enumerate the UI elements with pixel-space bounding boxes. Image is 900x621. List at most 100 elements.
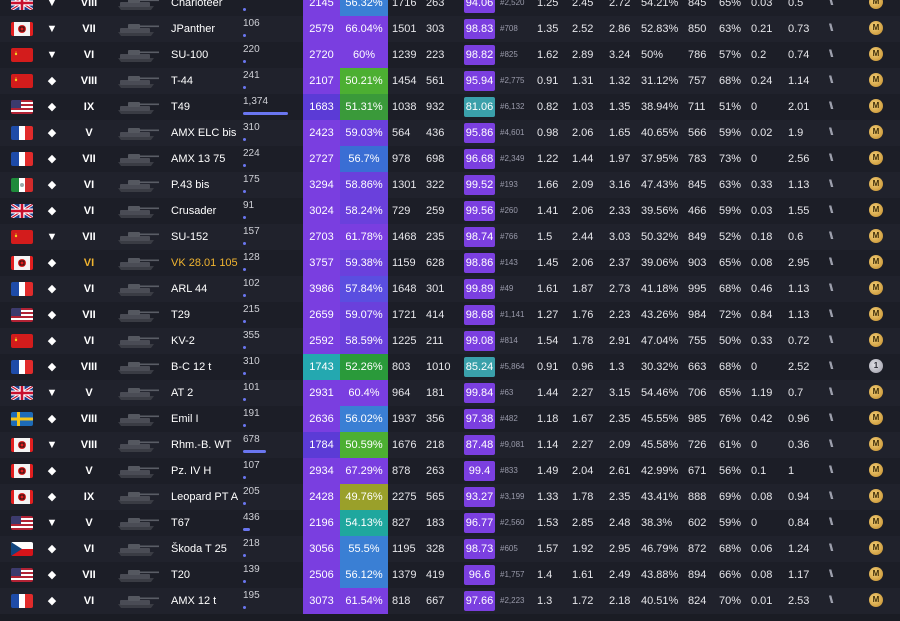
rank-position: #193 bbox=[500, 180, 518, 189]
kills-ratio: 1.44 bbox=[537, 387, 559, 399]
table-row[interactable]: ◆ V AMX ELC bis 564 436 #4,601 0.98 2.06 1.65 40.… bbox=[0, 120, 900, 146]
it-flag-icon bbox=[11, 178, 33, 192]
wn8-rating: 1784 bbox=[303, 432, 340, 458]
heavy-tank-icon: ◆ bbox=[47, 361, 57, 373]
tank-name[interactable]: T29 bbox=[171, 309, 190, 321]
heavy-tank-icon: ◆ bbox=[47, 257, 57, 269]
table-row[interactable]: ◆ VIII B-C 12 t 803 1010 #5,864 0.91 0.96 1.3 30.… bbox=[0, 354, 900, 380]
mastery-badge-icon: M bbox=[869, 203, 883, 217]
tank-name[interactable]: AMX 13 75 bbox=[171, 153, 226, 165]
tank-name[interactable]: Leopard PT A bbox=[171, 491, 239, 503]
cap-points: 0.24 bbox=[751, 75, 773, 87]
table-row[interactable]: ▼ V T67 827 183 #2,560 1.53 2.85 2.48 38.3% 602 59%… bbox=[0, 510, 900, 536]
survival-rate: 52.83% bbox=[641, 23, 679, 35]
avg-xp: 850 bbox=[688, 23, 707, 35]
tank-name[interactable]: AT 2 bbox=[171, 387, 194, 399]
table-row[interactable]: ◆ VIII T-44 1454 561 #2,775 0.91 1.31 1.32 31.12%… bbox=[0, 68, 900, 94]
rank-position: #2,560 bbox=[500, 518, 525, 527]
tank-name[interactable]: Škoda T 25 bbox=[171, 543, 227, 555]
battles-bar bbox=[243, 268, 246, 271]
tank-name[interactable]: T-44 bbox=[171, 75, 194, 87]
avg-xp: 711 bbox=[688, 101, 706, 113]
ussr-flag-icon bbox=[11, 48, 33, 62]
table-row[interactable]: ◆ V Pz. IV H 878 263 #833 1.49 2.04 2.61 42.99% 67… bbox=[0, 458, 900, 484]
percentile-badge: 98.83 bbox=[464, 19, 495, 39]
table-row[interactable]: ◆ VII T20 1379 419 #1,757 1.4 1.61 2.49 43.88% 894… bbox=[0, 562, 900, 588]
tank-name[interactable]: JPanther bbox=[171, 23, 216, 35]
tank-name[interactable]: Emil I bbox=[171, 413, 199, 425]
tank-name[interactable]: VK 28.01 105 bbox=[171, 257, 238, 269]
kd-ratio: 2.33 bbox=[609, 205, 631, 217]
tank-name[interactable]: T20 bbox=[171, 569, 190, 581]
table-row[interactable]: ◆ VI Crusader 729 259 #260 1.41 2.06 2.33 39.56% 4… bbox=[0, 198, 900, 224]
tank-name[interactable]: AMX 12 t bbox=[171, 595, 217, 607]
rank-position: #708 bbox=[500, 24, 518, 33]
percentile-badge: 99.56 bbox=[464, 201, 495, 221]
avg-damage: 1379 bbox=[392, 569, 417, 581]
kd-ratio: 2.48 bbox=[609, 517, 631, 529]
tier-label: VI bbox=[83, 335, 95, 347]
hit-rate: 73% bbox=[719, 153, 742, 165]
table-row[interactable]: ◆ IX Leopard PT A 2275 565 #3,199 1.33 1.78 2.35… bbox=[0, 484, 900, 510]
table-row[interactable]: ◆ VI ARL 44 1648 301 #49 1.61 1.87 2.73 41.18% 995… bbox=[0, 276, 900, 302]
table-row[interactable]: ▼ VIII Rhm.-B. WT 1676 218 #9,081 1.14 2.27 2.09… bbox=[0, 432, 900, 458]
survival-rate: 45.55% bbox=[641, 413, 679, 425]
tank-silhouette-icon bbox=[112, 254, 162, 272]
tank-name[interactable]: T49 bbox=[171, 101, 190, 113]
table-row[interactable]: ◆ VIII Emil I 1937 356 #482 1.18 1.67 2.35 45.55%… bbox=[0, 406, 900, 432]
tank-silhouette-icon bbox=[112, 0, 162, 12]
table-row[interactable]: ▼ VIII Charioteer 1716 263 #2,520 1.25 2.45 2.72… bbox=[0, 0, 900, 16]
avg-xp: 845 bbox=[688, 0, 707, 9]
def-points: 0.6 bbox=[788, 231, 804, 243]
hit-rate: 65% bbox=[719, 0, 742, 9]
marks-of-excellence-icon: \\\ bbox=[829, 517, 833, 528]
table-row[interactable]: ▼ VI SU-100 1239 223 #825 1.62 2.89 3.24 50% 786 57… bbox=[0, 42, 900, 68]
battles-bar bbox=[243, 242, 246, 245]
ussr-flag-icon bbox=[11, 74, 33, 88]
kills-ratio: 1.25 bbox=[537, 0, 559, 9]
tank-destroyer-icon: ▼ bbox=[46, 387, 58, 399]
tank-name[interactable]: B-C 12 t bbox=[171, 361, 212, 373]
battles-bar bbox=[243, 138, 246, 141]
marks-of-excellence-icon: \\\ bbox=[829, 439, 833, 450]
table-row[interactable]: ▼ VII SU-152 1468 235 #766 1.5 2.44 3.03 50.32% 84… bbox=[0, 224, 900, 250]
avg-spotting: 414 bbox=[426, 309, 445, 321]
table-row[interactable]: ◆ VII AMX 13 75 978 698 #2,349 1.22 1.44 1.97 37.… bbox=[0, 146, 900, 172]
tank-name[interactable]: T67 bbox=[171, 517, 190, 529]
tank-name[interactable]: Rhm.-B. WT bbox=[171, 439, 232, 451]
table-row[interactable]: ◆ VI VK 28.01 105 1159 628 #143 1.45 2.06 2.37 39… bbox=[0, 250, 900, 276]
wn8-rating: 2145 bbox=[303, 0, 340, 16]
tank-name[interactable]: Crusader bbox=[171, 205, 217, 217]
tank-name[interactable]: SU-100 bbox=[171, 49, 209, 61]
tank-name[interactable]: KV-2 bbox=[171, 335, 195, 347]
table-row[interactable]: ◆ VI AMX 12 t 818 667 #2,223 1.3 1.72 2.18 40.51%… bbox=[0, 588, 900, 614]
avg-damage: 1195 bbox=[392, 543, 416, 555]
hit-rate: 63% bbox=[719, 179, 742, 191]
tank-name[interactable]: SU-152 bbox=[171, 231, 209, 243]
table-row[interactable]: ◆ VI KV-2 1225 211 #814 1.54 1.78 2.91 47.04% 755 5… bbox=[0, 328, 900, 354]
tank-name[interactable]: ARL 44 bbox=[171, 283, 208, 295]
tank-name[interactable]: Pz. IV H bbox=[171, 465, 212, 477]
tank-name[interactable]: AMX ELC bis bbox=[171, 127, 237, 139]
table-row[interactable]: ◆ VI Škoda T 25 1195 328 #605 1.57 1.92 2.95 46.7… bbox=[0, 536, 900, 562]
table-row[interactable]: ▼ V AT 2 964 181 #63 1.44 2.27 3.15 54.46% 706 65% 1… bbox=[0, 380, 900, 406]
table-row[interactable]: ◆ VI P.43 bis 1301 322 #193 1.66 2.09 3.16 47.43%… bbox=[0, 172, 900, 198]
battles-count: 157 bbox=[243, 226, 260, 237]
tier-label: IX bbox=[83, 491, 95, 503]
ger-flag-icon bbox=[11, 256, 33, 270]
avg-xp: 888 bbox=[688, 491, 707, 503]
tier-label: VIII bbox=[80, 75, 98, 87]
marks-of-excellence-icon: \\\ bbox=[829, 101, 833, 112]
hit-rate: 51% bbox=[719, 101, 742, 113]
tank-name[interactable]: Charioteer bbox=[171, 0, 223, 9]
table-row[interactable]: ◆ VII T29 1721 414 #1,141 1.27 1.76 2.23 43.26% 98… bbox=[0, 302, 900, 328]
medium-tank-icon: ◆ bbox=[47, 179, 57, 191]
wn8-rating: 2107 bbox=[303, 68, 340, 94]
battles-bar bbox=[243, 34, 246, 37]
tank-name[interactable]: P.43 bis bbox=[171, 179, 210, 191]
table-row[interactable]: ▼ VII JPanther 1501 303 #708 1.35 2.52 2.86 52.83… bbox=[0, 16, 900, 42]
avg-spotting: 301 bbox=[426, 283, 445, 295]
table-row[interactable]: ◆ IX T49 1038 932 #6,132 0.82 1.03 1.35 38.94% 711… bbox=[0, 94, 900, 120]
battles-bar bbox=[243, 320, 246, 323]
win-rate: 55.5% bbox=[340, 536, 388, 562]
